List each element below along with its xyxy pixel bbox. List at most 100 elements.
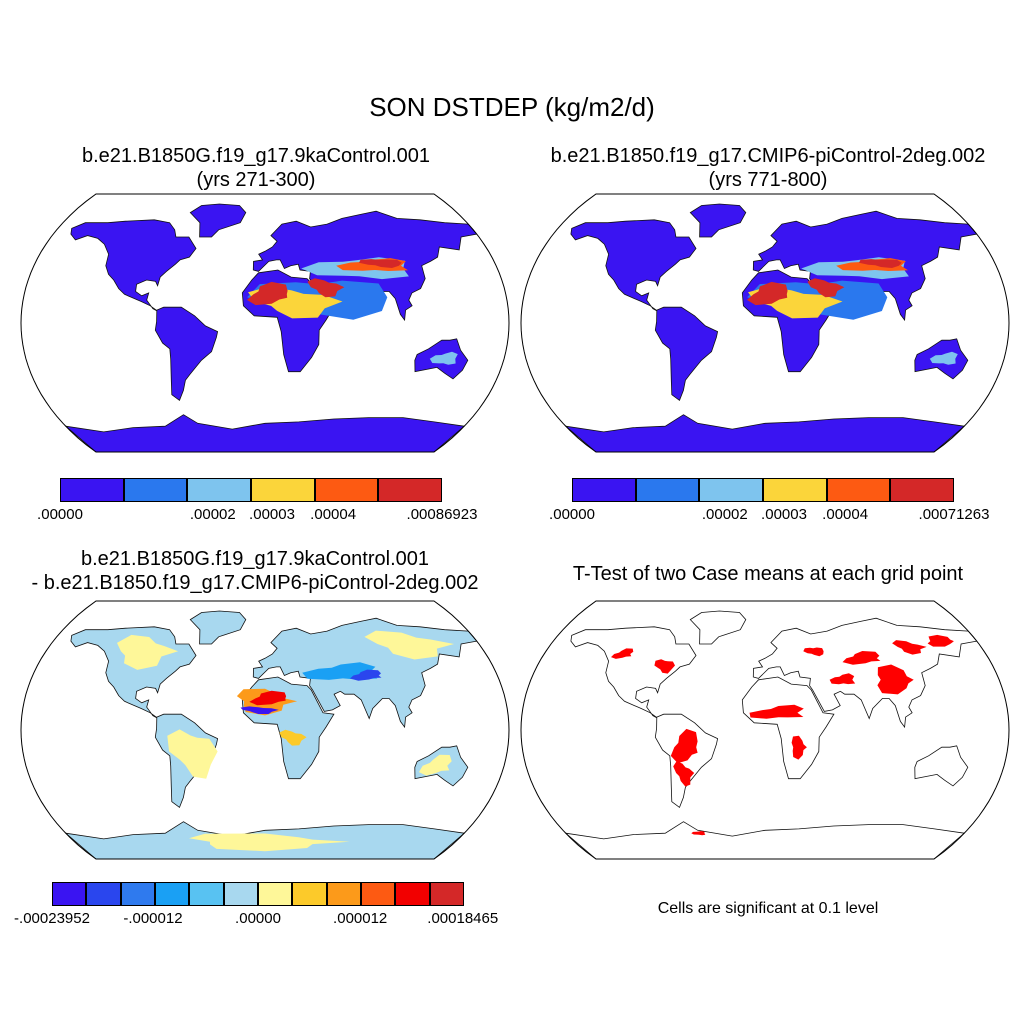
colorbar-box bbox=[251, 478, 315, 502]
panel-3-title-line2: - b.e21.B1850.f19_g17.CMIP6-piControl-2d… bbox=[31, 572, 479, 594]
significant-cells bbox=[842, 651, 881, 665]
map-difference bbox=[20, 600, 510, 860]
map-boundary bbox=[520, 193, 1010, 453]
colorbar-box bbox=[123, 478, 188, 502]
land-greenland bbox=[689, 610, 747, 645]
land-antarctica bbox=[64, 414, 466, 453]
panel-1-title: b.e21.B1850G.f19_g17.9kaControl.001 (yrs… bbox=[0, 144, 512, 192]
significant-cells bbox=[877, 664, 914, 695]
panel-4-title: T-Test of two Case means at each grid po… bbox=[512, 562, 1024, 586]
colorbar-label: .00000 bbox=[549, 506, 595, 523]
significance-note: Cells are significant at 0.1 level bbox=[657, 900, 879, 917]
land-australia bbox=[914, 745, 969, 787]
significant-cells bbox=[611, 648, 634, 659]
difference-region bbox=[117, 634, 179, 670]
panel-1-title-line1: b.e21.B1850G.f19_g17.9kaControl.001 bbox=[81, 145, 431, 167]
map-boundary bbox=[520, 600, 1010, 860]
significant-cells bbox=[829, 673, 856, 685]
panel-2-title: b.e21.B1850.f19_g17.CMIP6-piControl-2deg… bbox=[512, 144, 1024, 192]
difference-region bbox=[418, 754, 452, 776]
colorbar-label: .00000 bbox=[235, 910, 281, 927]
colorbar-box bbox=[223, 882, 258, 906]
dust-region bbox=[307, 278, 345, 298]
colorbar-box bbox=[155, 882, 190, 906]
colorbar-box bbox=[189, 882, 224, 906]
colorbar-label: -.00023952 bbox=[14, 910, 90, 927]
difference-region bbox=[189, 833, 350, 852]
colorbar-label: .000012 bbox=[333, 910, 388, 927]
difference-region bbox=[364, 630, 454, 660]
dust-region bbox=[746, 281, 788, 306]
colorbar-box bbox=[378, 478, 442, 502]
land-namerica bbox=[570, 219, 697, 312]
significant-cells bbox=[791, 735, 807, 760]
colorbar-box bbox=[314, 478, 379, 502]
colorbar-box bbox=[86, 882, 121, 906]
colorbar-box bbox=[890, 478, 954, 502]
land-greenland bbox=[689, 203, 747, 238]
colorbar-box bbox=[326, 882, 361, 906]
colorbar-box bbox=[429, 882, 464, 906]
land-greenland bbox=[189, 610, 247, 645]
land-namerica bbox=[70, 219, 197, 312]
colorbar-label: .00003 bbox=[249, 506, 295, 523]
colorbar-label: .00003 bbox=[761, 506, 807, 523]
map-case1 bbox=[20, 193, 510, 453]
panel-3-title: b.e21.B1850G.f19_g17.9kaControl.001 - b.… bbox=[0, 547, 515, 595]
difference-region bbox=[167, 729, 218, 779]
colorbar-box bbox=[699, 478, 763, 502]
dust-region bbox=[429, 351, 458, 365]
significant-cells bbox=[803, 647, 824, 657]
dust-region bbox=[807, 278, 845, 298]
land-africa bbox=[741, 676, 835, 780]
colorbar-box bbox=[258, 882, 293, 906]
land-antarctica bbox=[564, 821, 966, 860]
difference-region bbox=[279, 729, 307, 746]
colorbar-label: .00002 bbox=[189, 506, 236, 523]
dust-region bbox=[359, 259, 402, 268]
colorbar-box bbox=[120, 882, 155, 906]
colorbar-box bbox=[826, 478, 891, 502]
significant-cells bbox=[654, 659, 675, 674]
significant-cells bbox=[691, 831, 706, 836]
significant-cells bbox=[670, 728, 698, 764]
colorbar-box bbox=[395, 882, 430, 906]
panel-2-title-line1: b.e21.B1850.f19_g17.CMIP6-piControl-2deg… bbox=[550, 145, 986, 167]
land-samerica bbox=[654, 306, 719, 402]
colorbar-case1: .00000 .00002 .00003 .00004 .00086923 bbox=[37, 478, 477, 523]
significant-cells bbox=[892, 640, 927, 655]
colorbar-label: .00018465 bbox=[427, 910, 499, 927]
colorbar-label: .00086923 bbox=[406, 506, 478, 523]
significant-cells bbox=[673, 761, 695, 787]
colorbar-label: -.000012 bbox=[123, 910, 183, 927]
colorbar-label: .00002 bbox=[701, 506, 748, 523]
colorbar-box bbox=[572, 478, 636, 502]
difference-region bbox=[350, 669, 382, 681]
colorbar-box bbox=[52, 882, 87, 906]
figure-title: SON DSTDEP (kg/m2/d) bbox=[369, 92, 655, 122]
panel-2-title-line2: (yrs 771-800) bbox=[708, 169, 828, 191]
colorbar-case2: .00000 .00002 .00003 .00004 .00071263 bbox=[549, 478, 989, 523]
dust-region bbox=[859, 259, 902, 268]
significant-cells bbox=[927, 634, 954, 647]
difference-region bbox=[249, 690, 287, 706]
colorbar-label: .00071263 bbox=[918, 506, 990, 523]
colorbar-box bbox=[60, 478, 124, 502]
dust-region bbox=[246, 281, 288, 306]
land-antarctica bbox=[564, 414, 966, 453]
colorbar-box bbox=[292, 882, 327, 906]
colorbar-box bbox=[361, 882, 396, 906]
dust-region bbox=[929, 351, 958, 365]
map-ttest bbox=[520, 600, 1010, 860]
colorbar-box bbox=[635, 478, 700, 502]
significant-cells bbox=[749, 704, 804, 719]
panel-4-title-line1: T-Test of two Case means at each grid po… bbox=[572, 563, 964, 585]
panel-3-title-line1: b.e21.B1850G.f19_g17.9kaControl.001 bbox=[80, 548, 430, 570]
colorbar-label: .00000 bbox=[37, 506, 83, 523]
colorbar-label: .00004 bbox=[822, 506, 869, 523]
colorbar-box bbox=[763, 478, 827, 502]
colorbar-box bbox=[187, 478, 251, 502]
land-eurasia bbox=[752, 617, 978, 729]
map-boundary bbox=[20, 193, 510, 453]
land-samerica bbox=[154, 306, 219, 402]
